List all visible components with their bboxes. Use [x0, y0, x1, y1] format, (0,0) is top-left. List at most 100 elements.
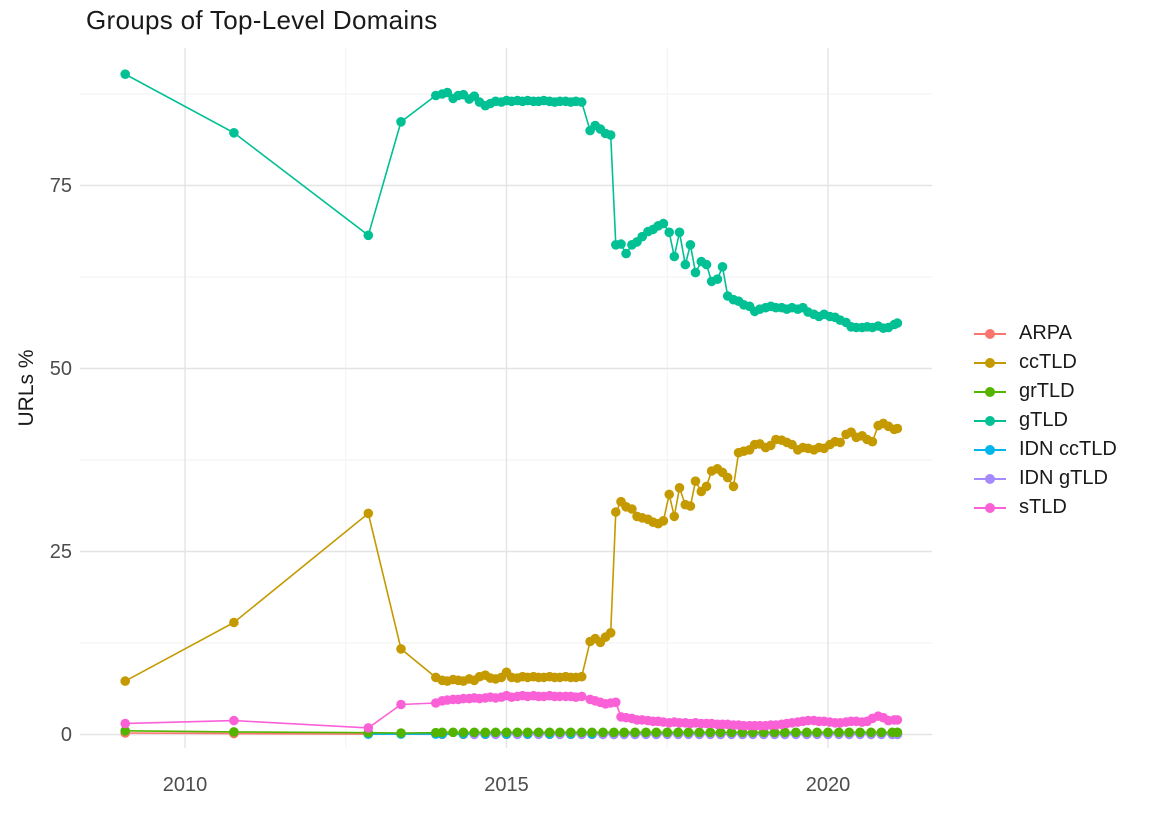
data-point	[630, 727, 640, 738]
legend-item-stld: sTLD	[973, 493, 1117, 522]
data-point	[674, 227, 685, 238]
legend-label: IDN ccTLD	[1019, 438, 1117, 460]
legend-label: sTLD	[1019, 496, 1067, 518]
legend-key-gtld	[974, 415, 1006, 426]
series-grtld	[120, 726, 903, 738]
legend-key-dot	[985, 328, 995, 339]
data-point	[576, 727, 587, 738]
data-point	[658, 218, 669, 229]
legend-item-idn-gtld: IDN gTLD	[973, 464, 1117, 493]
legend-key-dot	[985, 386, 995, 397]
data-point	[480, 727, 491, 738]
legend-key-dot	[985, 502, 995, 513]
data-point	[229, 128, 239, 138]
data-point	[229, 617, 239, 628]
data-point	[685, 501, 696, 511]
data-point	[669, 251, 680, 262]
legend-key-idn-cctld	[974, 444, 1006, 455]
data-point	[712, 274, 723, 285]
data-point	[690, 476, 701, 487]
data-point	[658, 516, 669, 526]
legend-key-dot	[985, 357, 995, 368]
data-point	[769, 727, 780, 738]
data-point	[621, 248, 631, 259]
data-point	[587, 727, 597, 738]
data-point	[701, 481, 712, 492]
legend-label: ARPA	[1019, 322, 1072, 344]
data-point	[812, 727, 822, 738]
x-tick-label: 2010	[162, 774, 208, 796]
data-point	[396, 699, 406, 710]
data-point	[867, 436, 878, 447]
legend-key-stld	[974, 502, 1006, 513]
legend-label: gTLD	[1019, 409, 1068, 431]
data-point	[844, 727, 854, 738]
y-tick-label: 0	[60, 723, 72, 746]
data-point	[396, 644, 406, 654]
data-point	[664, 489, 674, 500]
data-point	[396, 728, 406, 738]
data-point	[120, 726, 130, 736]
data-point	[683, 727, 694, 738]
data-point	[576, 691, 587, 702]
legend-item-cctld: ccTLD	[973, 348, 1117, 377]
legend-label: ccTLD	[1019, 351, 1077, 373]
legend-key-idn-gtld	[974, 473, 1006, 484]
data-point	[522, 727, 533, 738]
data-point	[120, 676, 130, 686]
data-point	[363, 230, 374, 241]
data-point	[609, 727, 619, 738]
data-point	[722, 472, 733, 483]
legend-item-gtld: gTLD	[973, 406, 1117, 435]
series-cctld	[120, 418, 903, 686]
data-point	[802, 727, 812, 738]
data-point	[458, 727, 469, 738]
data-point	[685, 240, 696, 250]
data-point	[674, 483, 685, 493]
data-point	[705, 727, 716, 738]
data-point	[544, 727, 555, 738]
y-tick-label: 50	[49, 357, 72, 380]
data-point	[576, 671, 587, 682]
data-point	[892, 423, 903, 434]
legend-key-dot	[985, 444, 995, 455]
data-point	[641, 727, 651, 738]
data-point	[448, 727, 458, 738]
data-point	[892, 318, 903, 328]
data-point	[490, 727, 501, 738]
legend-item-grtld: grTLD	[973, 377, 1117, 406]
data-point	[791, 727, 801, 738]
chart-title: Groups of Top-Level Domains	[86, 5, 438, 35]
data-point	[823, 727, 833, 738]
data-point	[616, 239, 626, 249]
y-tick-label: 25	[49, 540, 72, 563]
data-point	[892, 715, 903, 725]
data-point	[229, 727, 239, 737]
data-point	[726, 727, 737, 738]
data-point	[651, 727, 662, 738]
x-tick-label: 2020	[805, 774, 851, 796]
data-point	[680, 259, 691, 270]
series-line	[124, 73, 898, 330]
data-point	[120, 718, 130, 729]
data-point	[437, 727, 448, 738]
data-point	[605, 130, 616, 140]
data-point	[363, 723, 374, 733]
data-point	[605, 628, 616, 638]
data-point	[501, 727, 512, 738]
data-point	[396, 117, 406, 127]
legend-item-arpa: ARPA	[973, 319, 1117, 348]
data-point	[512, 727, 523, 738]
data-point	[469, 727, 480, 738]
x-tick-label: 2015	[484, 774, 529, 796]
data-point	[690, 267, 701, 278]
data-point	[673, 727, 683, 738]
legend: ARPA ccTLD grTLD gTLD IDN ccTLD IDN gTLD sTLD	[973, 319, 1117, 522]
data-point	[627, 504, 637, 514]
legend-key-arpa	[974, 328, 1006, 339]
data-point	[533, 727, 544, 738]
data-point	[715, 727, 726, 738]
legend-label: IDN gTLD	[1019, 467, 1108, 489]
data-point	[442, 87, 453, 98]
